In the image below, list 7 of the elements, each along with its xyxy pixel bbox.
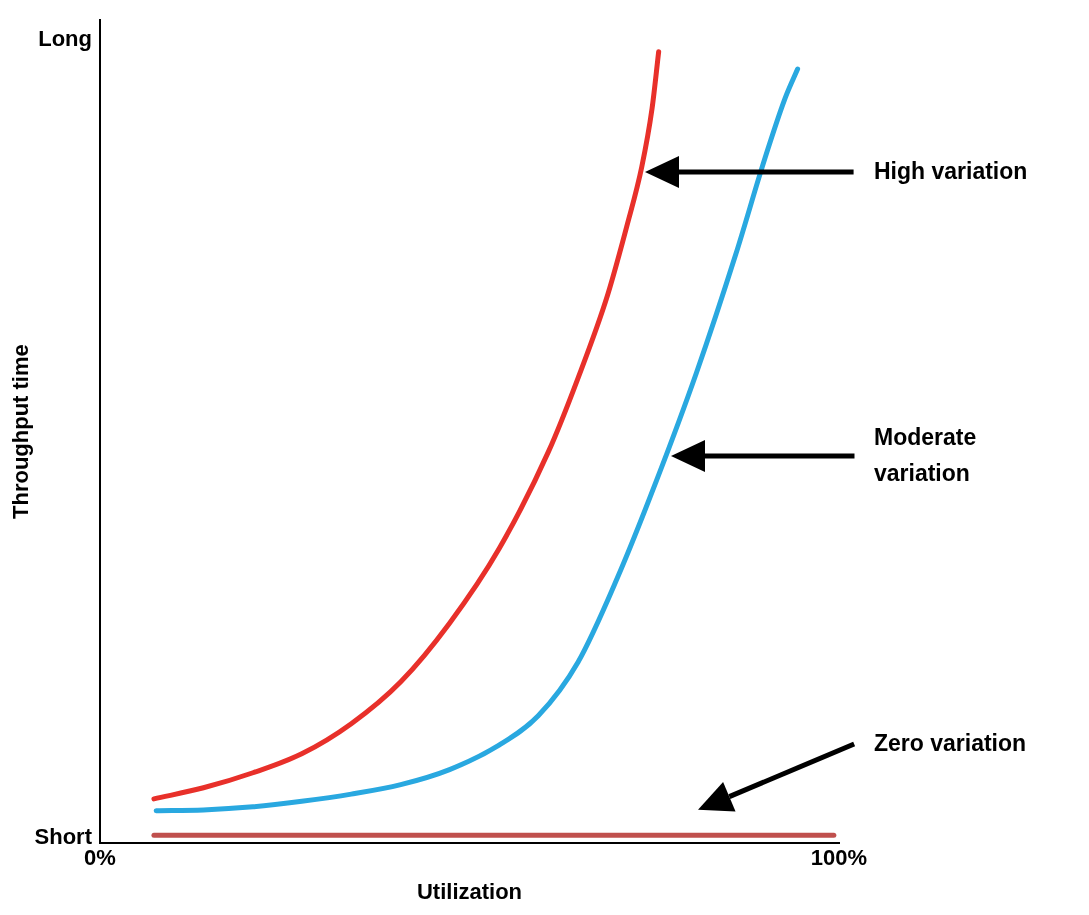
x-tick-label: 100% [810,845,868,871]
text: Long [38,25,92,51]
text: High variation [874,157,1028,184]
y-axis-title: Throughput time [8,344,34,519]
x-axis-title: Utilization [416,878,523,904]
text: Moderate variation [874,423,977,486]
text: Zero variation [874,729,1027,756]
